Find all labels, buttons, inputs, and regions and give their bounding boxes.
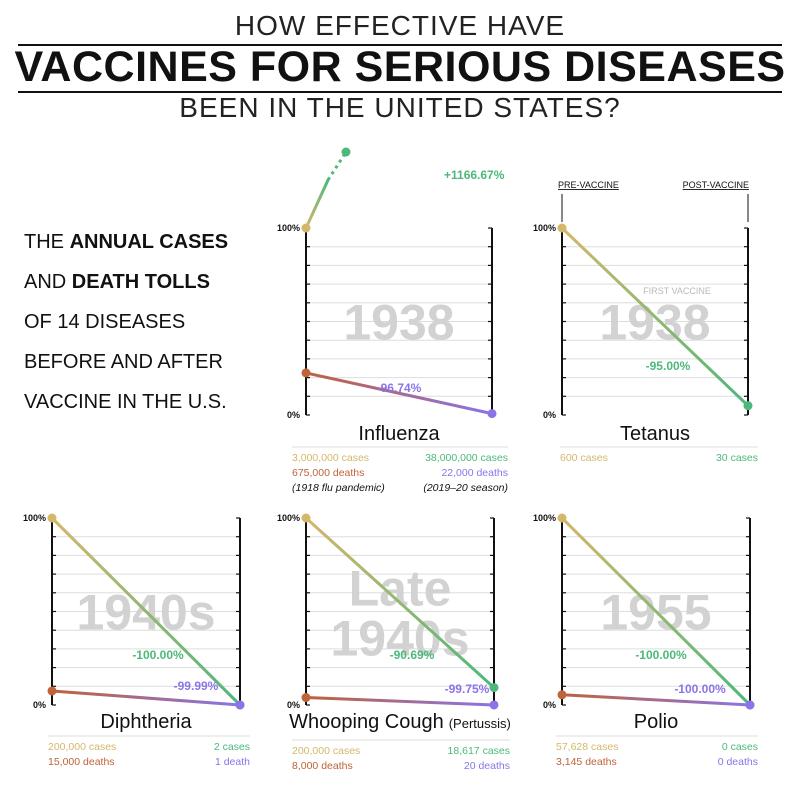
chart-2-cases-line — [560, 226, 750, 408]
chart-5-deaths-post-point — [745, 700, 755, 710]
chart-5-cases-line — [560, 516, 752, 707]
chart-4-footnote-pre: 8,000 deaths — [292, 760, 353, 772]
intro-line-1a: THE — [24, 231, 70, 253]
chart-4-year-label: 1940s — [330, 611, 469, 667]
chart-3-footnote-pre: 200,000 cases — [48, 741, 116, 753]
chart-4-cases-line — [304, 516, 496, 690]
chart-1-cases-line-break — [326, 151, 348, 181]
chart-4-title: Whooping Cough (Pertussis) — [289, 711, 511, 733]
intro-line-1b: ANNUAL CASES — [69, 231, 229, 253]
chart-4-tick-label-100: 100% — [277, 513, 300, 523]
intro-line-2a: AND — [24, 271, 72, 293]
intro-text: THE ANNUAL CASES AND DEATH TOLLS OF 14 D… — [24, 222, 228, 422]
chart-3-cases-change-label: -100.00% — [132, 648, 184, 662]
chart-1-footnote-pre: (1918 flu pandemic) — [292, 482, 385, 494]
chart-2-cases-change-label: -95.00% — [646, 359, 691, 373]
chart-3-tick-label-100: 100% — [23, 513, 46, 523]
chart-3-deaths-pre-point — [47, 686, 57, 696]
chart-1-footnote-post: 22,000 deaths — [441, 467, 508, 479]
header-rule-top — [18, 44, 782, 46]
header-rule-bottom — [18, 91, 782, 93]
chart-2-tick-label-0: 0% — [543, 410, 556, 420]
chart-3-footnote-pre: 15,000 deaths — [48, 756, 115, 768]
chart-5-footnote-pre: 57,628 cases — [556, 741, 618, 753]
chart-1-deaths-change-label: -96.74% — [377, 381, 422, 395]
chart-3-deaths-line — [50, 689, 242, 707]
chart-3-cases-pre-point — [47, 513, 57, 523]
chart-4-deaths-change-label: -99.75% — [445, 682, 490, 696]
chart-4-cases-change-label: -90.69% — [390, 648, 435, 662]
chart-4-year-label: Late — [349, 561, 452, 617]
chart-4-cases-pre-point — [301, 513, 311, 523]
intro-line-2b: DEATH TOLLS — [71, 271, 210, 293]
chart-5-footnote-post: 0 cases — [722, 741, 758, 753]
chart-1-deaths-post-point — [487, 409, 497, 419]
chart-4-deaths-line — [304, 696, 496, 707]
chart-3-deaths-post-point — [235, 700, 245, 710]
chart-3-footnote-post: 1 death — [215, 756, 250, 768]
chart-5-tick-label-100: 100% — [533, 513, 556, 523]
header-line-3: BEEN IN THE UNITED STATES? — [179, 92, 621, 123]
chart-5-deaths-pre-point — [557, 690, 567, 700]
chart-1-deaths-pre-point — [301, 368, 311, 378]
chart-2-footnote-pre: 600 cases — [560, 452, 608, 464]
chart-1-cases-change-label: +1166.67% — [444, 168, 505, 182]
chart-3-cases-line — [50, 516, 242, 707]
chart-5-footnote-pre: 3,145 deaths — [556, 756, 617, 768]
intro-line-3: OF 14 DISEASES — [24, 311, 186, 333]
chart-1-cases-post-point — [341, 147, 351, 157]
chart-4-deaths-pre-point — [301, 693, 311, 703]
chart-1-deaths-line — [304, 371, 494, 416]
chart-2-footnote-post: 30 cases — [716, 452, 758, 464]
chart-5-tick-label-0: 0% — [543, 700, 556, 710]
chart-1-tick-label-100: 100% — [277, 223, 300, 233]
chart-2-cases-post-point — [743, 401, 753, 411]
chart-2-cases-pre-point — [557, 223, 567, 233]
first-vaccine-annotation: FIRST VACCINE — [643, 286, 711, 296]
chart-5-cases-pre-point — [557, 513, 567, 523]
header-line-1: HOW EFFECTIVE HAVE — [234, 10, 566, 41]
chart-1-footnote-post: (2019–20 season) — [423, 482, 508, 494]
chart-5-deaths-change-label: -100.00% — [674, 682, 726, 696]
chart-1-footnote-pre: 675,000 deaths — [292, 467, 364, 479]
intro-line-5: VACCINE IN THE U.S. — [24, 391, 227, 413]
chart-3-title: Diphtheria — [100, 711, 192, 733]
post-vaccine-annotation: POST-VACCINE — [683, 180, 749, 190]
chart-3-deaths-change-label: -99.99% — [174, 679, 219, 693]
chart-1-cases-pre-point — [301, 223, 311, 233]
chart-1-year-label: 1938 — [343, 295, 454, 351]
intro-line-4: BEFORE AND AFTER — [24, 351, 223, 373]
chart-2-year-label: 1938 — [599, 295, 710, 351]
chart-5-deaths-line — [560, 693, 752, 707]
chart-4-footnote-post: 18,617 cases — [448, 745, 510, 757]
chart-4-deaths-post-point — [489, 700, 499, 710]
chart-3-tick-label-0: 0% — [33, 700, 46, 710]
chart-4-footnote-pre: 200,000 cases — [292, 745, 360, 757]
chart-3-footnote-post: 2 cases — [214, 741, 250, 753]
chart-1-cases-line — [304, 178, 330, 230]
chart-1-tick-label-0: 0% — [287, 410, 300, 420]
chart-5-footnote-post: 0 deaths — [718, 756, 758, 768]
chart-4-tick-label-0: 0% — [287, 700, 300, 710]
page-title: VACCINES FOR SERIOUS DISEASES — [14, 43, 786, 91]
chart-1-title: Influenza — [358, 423, 440, 445]
chart-4-footnote-post: 20 deaths — [464, 760, 510, 772]
chart-1-footnote-pre: 3,000,000 cases — [292, 452, 369, 464]
pre-vaccine-annotation: PRE-VACCINE — [558, 180, 619, 190]
chart-4-cases-post-point — [489, 683, 499, 693]
chart-1-footnote-post: 38,000,000 cases — [425, 452, 508, 464]
chart-5-title: Polio — [634, 711, 678, 733]
chart-5-cases-change-label: -100.00% — [635, 648, 687, 662]
chart-2-tick-label-100: 100% — [533, 223, 556, 233]
chart-2-title: Tetanus — [620, 423, 690, 445]
